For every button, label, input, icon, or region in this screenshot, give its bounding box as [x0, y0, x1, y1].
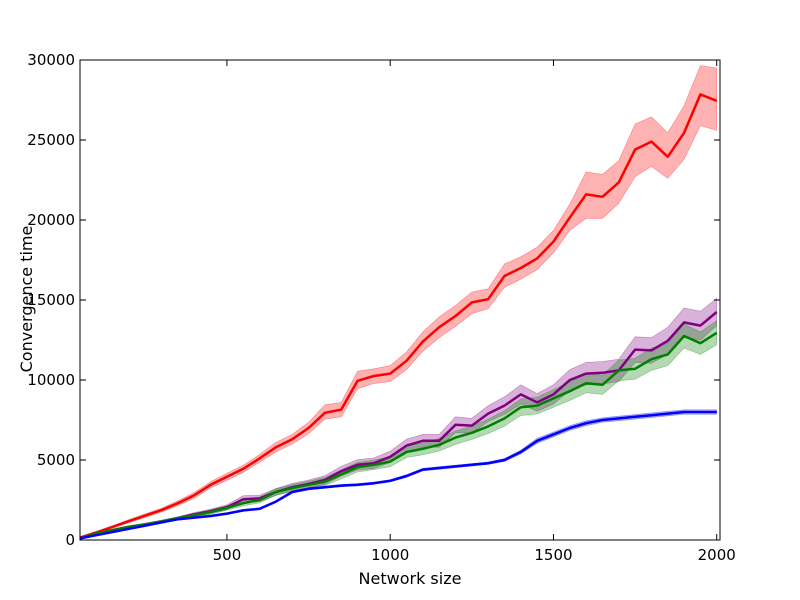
- y-tick-label: 0: [65, 531, 75, 549]
- x-tick-label: 2000: [698, 546, 736, 564]
- x-axis-label: Network size: [359, 569, 462, 588]
- y-axis-label: Convergence time: [17, 226, 36, 373]
- x-tick-label: 1500: [534, 546, 572, 564]
- y-tick-label: 10000: [27, 371, 75, 389]
- x-tick-label: 1000: [371, 546, 409, 564]
- y-tick-label: 20000: [27, 211, 75, 229]
- x-tick-label: 500: [213, 546, 242, 564]
- series-4-line: [79, 410, 717, 540]
- axis-ticks: 500 1000 1500 20000500010000150002000025000…: [27, 51, 736, 564]
- series-1-band: [79, 65, 718, 539]
- series-lines: [79, 93, 718, 540]
- y-tick-label: 5000: [37, 451, 75, 469]
- series-2-band: [79, 297, 718, 540]
- y-tick-label: 25000: [27, 131, 75, 149]
- plot-frame: [79, 59, 721, 541]
- y-tick-label: 15000: [27, 291, 75, 309]
- series-3-band: [79, 320, 718, 540]
- series-3-line: [79, 331, 718, 540]
- y-tick-label: 30000: [27, 51, 75, 69]
- series-1-line: [79, 93, 718, 539]
